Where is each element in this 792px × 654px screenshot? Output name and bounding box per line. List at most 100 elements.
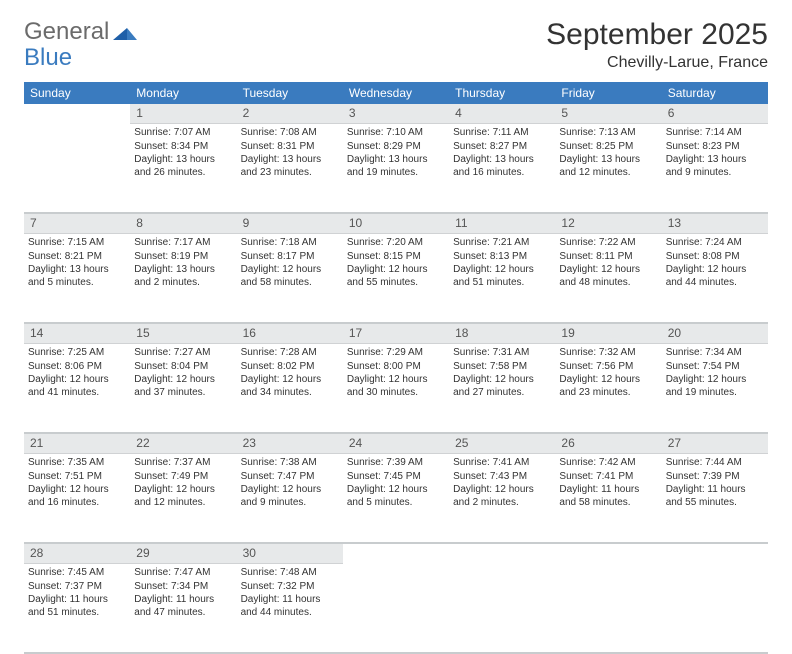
day-number: 17 — [343, 324, 449, 344]
sunrise-text: Sunrise: 7:45 AM — [28, 567, 126, 580]
sunset-text: Sunset: 8:06 PM — [28, 361, 126, 374]
sunrise-text: Sunrise: 7:17 AM — [134, 237, 232, 250]
sunset-text: Sunset: 7:43 PM — [453, 471, 551, 484]
weekday-header: Friday — [555, 82, 661, 104]
sunset-text: Sunset: 8:27 PM — [453, 141, 551, 154]
daylight-text: Daylight: 12 hours and 51 minutes. — [453, 264, 551, 289]
day-cell: Sunrise: 7:13 AMSunset: 8:25 PMDaylight:… — [555, 124, 661, 212]
day-body: Sunrise: 7:45 AMSunset: 7:37 PMDaylight:… — [28, 567, 126, 619]
day-number: 16 — [237, 324, 343, 344]
sunrise-text: Sunrise: 7:07 AM — [134, 127, 232, 140]
day-cell: Sunrise: 7:29 AMSunset: 8:00 PMDaylight:… — [343, 344, 449, 432]
week-row: Sunrise: 7:07 AMSunset: 8:34 PMDaylight:… — [24, 124, 768, 212]
daynum-row: 78910111213 — [24, 214, 768, 234]
day-body: Sunrise: 7:13 AMSunset: 8:25 PMDaylight:… — [559, 127, 657, 179]
daylight-text: Daylight: 12 hours and 37 minutes. — [134, 374, 232, 399]
daynum-cell: 23 — [237, 434, 343, 454]
daynum-cell: 8 — [130, 214, 236, 234]
day-number: 6 — [662, 104, 768, 124]
day-cell: Sunrise: 7:31 AMSunset: 7:58 PMDaylight:… — [449, 344, 555, 432]
sunset-text: Sunset: 8:17 PM — [241, 251, 339, 264]
logo-mark-icon — [113, 20, 137, 45]
day-cell: Sunrise: 7:48 AMSunset: 7:32 PMDaylight:… — [237, 564, 343, 652]
daynum-cell — [555, 544, 661, 564]
logo-sub: Blue — [24, 44, 72, 72]
day-cell: Sunrise: 7:18 AMSunset: 8:17 PMDaylight:… — [237, 234, 343, 322]
day-body: Sunrise: 7:48 AMSunset: 7:32 PMDaylight:… — [241, 567, 339, 619]
day-cell: Sunrise: 7:07 AMSunset: 8:34 PMDaylight:… — [130, 124, 236, 212]
sunset-text: Sunset: 7:49 PM — [134, 471, 232, 484]
daynum-cell: 10 — [343, 214, 449, 234]
sunrise-text: Sunrise: 7:42 AM — [559, 457, 657, 470]
sunset-text: Sunset: 8:31 PM — [241, 141, 339, 154]
daynum-cell: 12 — [555, 214, 661, 234]
logo-text-general: General — [24, 18, 109, 46]
daynum-cell: 24 — [343, 434, 449, 454]
daylight-text: Daylight: 13 hours and 5 minutes. — [28, 264, 126, 289]
daynum-cell: 11 — [449, 214, 555, 234]
day-number: 2 — [237, 104, 343, 124]
sunset-text: Sunset: 7:39 PM — [666, 471, 764, 484]
day-number: 4 — [449, 104, 555, 124]
sunset-text: Sunset: 7:54 PM — [666, 361, 764, 374]
day-number: 27 — [662, 434, 768, 454]
daynum-cell: 27 — [662, 434, 768, 454]
daylight-text: Daylight: 11 hours and 44 minutes. — [241, 594, 339, 619]
day-number: 10 — [343, 214, 449, 234]
day-cell — [555, 564, 661, 652]
day-cell: Sunrise: 7:15 AMSunset: 8:21 PMDaylight:… — [24, 234, 130, 322]
week-row: Sunrise: 7:25 AMSunset: 8:06 PMDaylight:… — [24, 344, 768, 432]
sunrise-text: Sunrise: 7:37 AM — [134, 457, 232, 470]
daynum-cell: 14 — [24, 324, 130, 344]
day-cell: Sunrise: 7:17 AMSunset: 8:19 PMDaylight:… — [130, 234, 236, 322]
day-body: Sunrise: 7:20 AMSunset: 8:15 PMDaylight:… — [347, 237, 445, 289]
sunrise-text: Sunrise: 7:38 AM — [241, 457, 339, 470]
daylight-text: Daylight: 12 hours and 30 minutes. — [347, 374, 445, 399]
daynum-cell — [343, 544, 449, 564]
day-cell: Sunrise: 7:34 AMSunset: 7:54 PMDaylight:… — [662, 344, 768, 432]
weekday-header: Wednesday — [343, 82, 449, 104]
daylight-text: Daylight: 13 hours and 9 minutes. — [666, 154, 764, 179]
header: General September 2025 Chevilly-Larue, F… — [24, 18, 768, 72]
sunrise-text: Sunrise: 7:41 AM — [453, 457, 551, 470]
day-number: 26 — [555, 434, 661, 454]
daylight-text: Daylight: 12 hours and 12 minutes. — [134, 484, 232, 509]
day-cell — [662, 564, 768, 652]
month-title: September 2025 — [546, 18, 768, 52]
day-body: Sunrise: 7:08 AMSunset: 8:31 PMDaylight:… — [241, 127, 339, 179]
daylight-text: Daylight: 12 hours and 23 minutes. — [559, 374, 657, 399]
sunrise-text: Sunrise: 7:18 AM — [241, 237, 339, 250]
daylight-text: Daylight: 13 hours and 12 minutes. — [559, 154, 657, 179]
day-number: 21 — [24, 434, 130, 454]
day-body: Sunrise: 7:29 AMSunset: 8:00 PMDaylight:… — [347, 347, 445, 399]
daynum-cell — [662, 544, 768, 564]
sunset-text: Sunset: 8:19 PM — [134, 251, 232, 264]
daylight-text: Daylight: 11 hours and 51 minutes. — [28, 594, 126, 619]
day-cell: Sunrise: 7:22 AMSunset: 8:11 PMDaylight:… — [555, 234, 661, 322]
week-row: Sunrise: 7:45 AMSunset: 7:37 PMDaylight:… — [24, 564, 768, 652]
daylight-text: Daylight: 11 hours and 55 minutes. — [666, 484, 764, 509]
day-body: Sunrise: 7:28 AMSunset: 8:02 PMDaylight:… — [241, 347, 339, 399]
day-cell: Sunrise: 7:10 AMSunset: 8:29 PMDaylight:… — [343, 124, 449, 212]
day-number: 3 — [343, 104, 449, 124]
sunrise-text: Sunrise: 7:10 AM — [347, 127, 445, 140]
sunrise-text: Sunrise: 7:22 AM — [559, 237, 657, 250]
day-cell: Sunrise: 7:42 AMSunset: 7:41 PMDaylight:… — [555, 454, 661, 542]
day-cell: Sunrise: 7:41 AMSunset: 7:43 PMDaylight:… — [449, 454, 555, 542]
day-body: Sunrise: 7:32 AMSunset: 7:56 PMDaylight:… — [559, 347, 657, 399]
sunset-text: Sunset: 7:47 PM — [241, 471, 339, 484]
day-body: Sunrise: 7:18 AMSunset: 8:17 PMDaylight:… — [241, 237, 339, 289]
sunrise-text: Sunrise: 7:44 AM — [666, 457, 764, 470]
day-number: 9 — [237, 214, 343, 234]
day-cell: Sunrise: 7:21 AMSunset: 8:13 PMDaylight:… — [449, 234, 555, 322]
daynum-cell: 2 — [237, 104, 343, 124]
daynum-cell: 7 — [24, 214, 130, 234]
daynum-cell: 20 — [662, 324, 768, 344]
day-cell: Sunrise: 7:38 AMSunset: 7:47 PMDaylight:… — [237, 454, 343, 542]
daylight-text: Daylight: 13 hours and 26 minutes. — [134, 154, 232, 179]
day-cell: Sunrise: 7:14 AMSunset: 8:23 PMDaylight:… — [662, 124, 768, 212]
sunset-text: Sunset: 8:29 PM — [347, 141, 445, 154]
daynum-cell: 3 — [343, 104, 449, 124]
day-cell — [449, 564, 555, 652]
sunrise-text: Sunrise: 7:13 AM — [559, 127, 657, 140]
